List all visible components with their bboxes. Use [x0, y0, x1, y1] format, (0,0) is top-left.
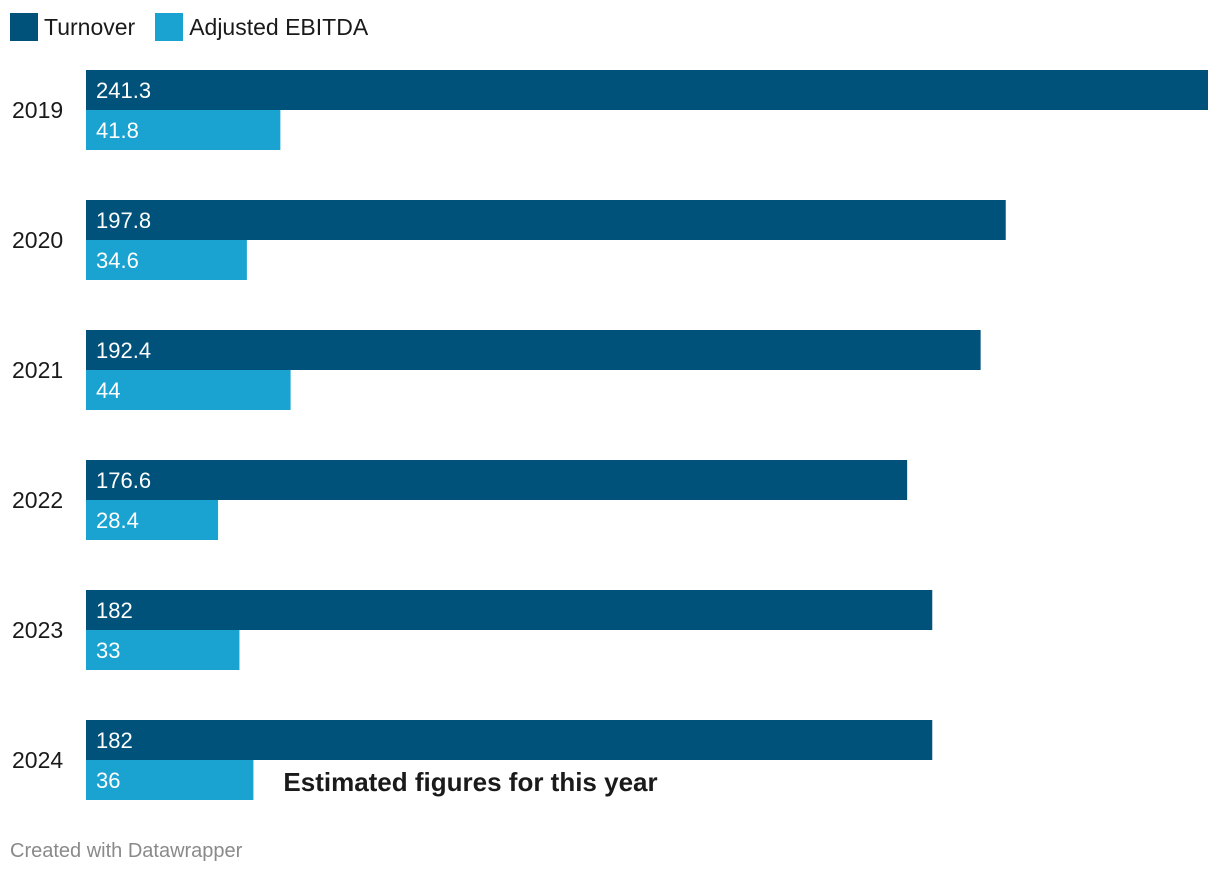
legend-item-turnover: Turnover — [10, 13, 135, 41]
bar-chart: 2019 241.3 41.8 2020 197.8 34.6 2021 192.4 44 202… — [12, 70, 1208, 800]
value-label-turnover-2020: 197.8 — [96, 208, 151, 233]
value-label-adjusted-ebitda-2019: 41.8 — [96, 118, 139, 143]
legend-swatch-turnover — [10, 13, 38, 41]
value-label-adjusted-ebitda-2023: 33 — [96, 638, 120, 663]
bar-turnover-2024 — [86, 720, 933, 760]
bar-turnover-2019 — [86, 70, 1208, 110]
legend: Turnover Adjusted EBITDA — [10, 12, 388, 42]
bar-turnover-2022 — [86, 460, 908, 500]
legend-item-adjusted-ebitda: Adjusted EBITDA — [155, 13, 368, 41]
bar-turnover-2020 — [86, 200, 1006, 240]
bar-adjusted-ebitda-2024 — [86, 760, 254, 800]
bar-adjusted-ebitda-2021 — [86, 370, 291, 410]
legend-label-adjusted-ebitda: Adjusted EBITDA — [189, 13, 369, 40]
category-label-2021: 2021 — [12, 357, 63, 383]
value-label-turnover-2022: 176.6 — [96, 468, 151, 493]
annotation-estimated-figures: Estimated figures for this year — [283, 767, 657, 797]
category-label-2020: 2020 — [12, 227, 63, 253]
footer-credit: Created with Datawrapper — [10, 840, 243, 862]
value-label-adjusted-ebitda-2024: 36 — [96, 768, 120, 793]
legend-label-turnover: Turnover — [44, 13, 136, 40]
category-label-2019: 2019 — [12, 97, 63, 123]
value-label-adjusted-ebitda-2021: 44 — [96, 378, 120, 403]
value-label-turnover-2019: 241.3 — [96, 78, 151, 103]
bar-turnover-2021 — [86, 330, 981, 370]
bar-adjusted-ebitda-2019 — [86, 110, 281, 150]
category-label-2023: 2023 — [12, 617, 63, 643]
value-label-adjusted-ebitda-2020: 34.6 — [96, 248, 139, 273]
bar-adjusted-ebitda-2020 — [86, 240, 247, 280]
value-label-turnover-2021: 192.4 — [96, 338, 151, 363]
value-label-adjusted-ebitda-2022: 28.4 — [96, 508, 139, 533]
legend-swatch-adjusted-ebitda — [155, 13, 184, 41]
bar-adjusted-ebitda-2023 — [86, 630, 240, 670]
category-label-2024: 2024 — [12, 747, 63, 773]
category-label-2022: 2022 — [12, 487, 63, 513]
bar-adjusted-ebitda-2022 — [86, 500, 219, 540]
value-label-turnover-2024: 182 — [96, 728, 133, 753]
value-label-turnover-2023: 182 — [96, 598, 133, 623]
bar-turnover-2023 — [86, 590, 933, 630]
